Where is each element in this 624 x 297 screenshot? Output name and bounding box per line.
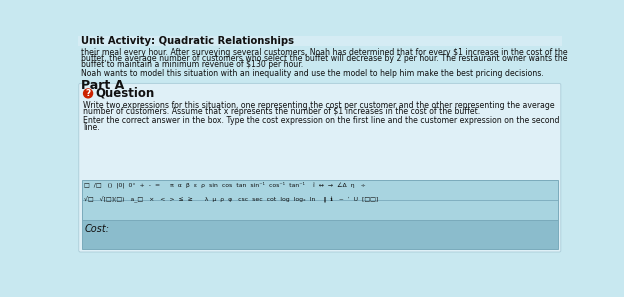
Text: Noah wants to model this situation with an inequality and use the model to help : Noah wants to model this situation with … <box>81 69 544 78</box>
Circle shape <box>84 89 92 98</box>
Text: Cost:: Cost: <box>84 224 109 233</box>
Text: line.: line. <box>84 123 100 132</box>
Text: Part A: Part A <box>81 79 124 92</box>
Text: Unit Activity: Quadratic Relationships: Unit Activity: Quadratic Relationships <box>81 36 294 46</box>
Text: buffet to maintain a minimum revenue of $130 per hour.: buffet to maintain a minimum revenue of … <box>81 60 303 69</box>
Text: Question: Question <box>95 87 154 100</box>
Text: buffet, the average number of customers who select the buffet will decrease by 2: buffet, the average number of customers … <box>81 54 568 63</box>
Text: □  /□   ()  |0|  0°  +  -  =     π  α  β  ε  ρ  sin  cos  tan  sin⁻¹  cos⁻¹  tan: □ /□ () |0| 0° + - = π α β ε ρ sin cos t… <box>84 181 366 188</box>
FancyBboxPatch shape <box>78 36 562 46</box>
Text: √□   √[□](□)   a_□   ×   <  >  ≤  ≥      λ  μ  ρ  φ   csc  sec  cot  log  logₓ  : √□ √[□](□) a_□ × < > ≤ ≥ λ μ ρ φ csc sec… <box>84 195 378 202</box>
FancyBboxPatch shape <box>82 220 558 249</box>
FancyBboxPatch shape <box>79 83 561 252</box>
Text: Write two expressions for this situation, one representing the cost per customer: Write two expressions for this situation… <box>84 101 555 110</box>
Text: number of customers. Assume that x represents the number of $1 increases in the : number of customers. Assume that x repre… <box>84 107 480 116</box>
FancyBboxPatch shape <box>82 180 558 220</box>
Text: Enter the correct answer in the box. Type the cost expression on the first line : Enter the correct answer in the box. Typ… <box>84 116 560 126</box>
Text: ?: ? <box>85 89 90 98</box>
Text: their meal every hour. After surveying several customers, Noah has determined th: their meal every hour. After surveying s… <box>81 48 568 57</box>
